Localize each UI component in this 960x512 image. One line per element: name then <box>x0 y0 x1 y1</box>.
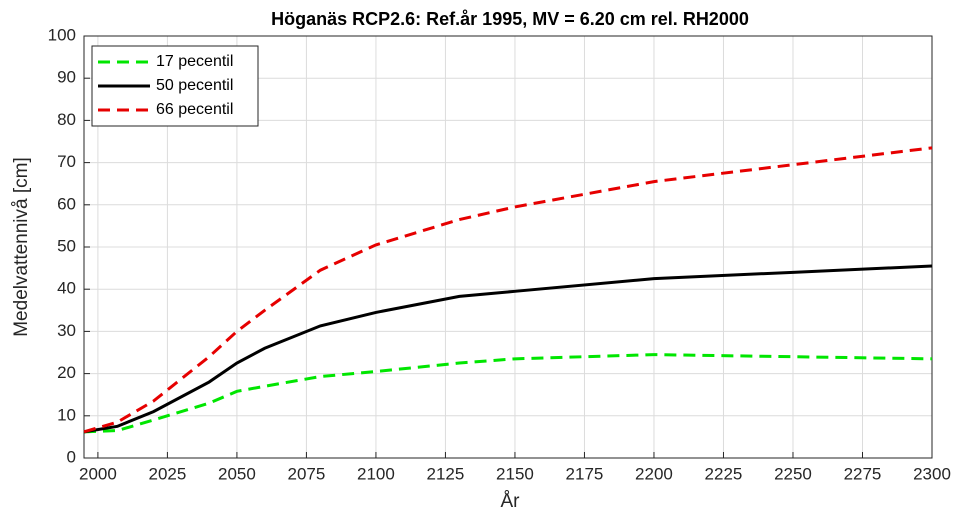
y-tick-label: 70 <box>57 152 76 171</box>
x-tick-label: 2050 <box>218 464 256 483</box>
x-tick-label: 2125 <box>427 464 465 483</box>
x-tick-label: 2100 <box>357 464 395 483</box>
y-tick-label: 60 <box>57 194 76 213</box>
chart-title: Höganäs RCP2.6: Ref.år 1995, MV = 6.20 c… <box>271 9 749 29</box>
x-tick-label: 2225 <box>705 464 743 483</box>
x-tick-label: 2300 <box>913 464 951 483</box>
y-tick-label: 0 <box>67 447 76 466</box>
y-tick-label: 40 <box>57 279 76 298</box>
y-axis-label: Medelvattennivå [cm] <box>11 157 32 337</box>
y-tick-label: 80 <box>57 110 76 129</box>
data-line <box>83 353 933 434</box>
plot-frame <box>83 35 933 459</box>
data-line <box>83 146 933 434</box>
y-tick-label: 10 <box>57 405 76 424</box>
x-tick-label: 2000 <box>79 464 117 483</box>
x-axis-label: År <box>501 491 521 512</box>
data-line <box>83 264 933 434</box>
x-tick-label: 2175 <box>566 464 604 483</box>
legend-label: 50 pecentil <box>156 77 233 94</box>
x-tick-label: 2275 <box>844 464 882 483</box>
y-tick-label: 90 <box>57 68 76 87</box>
legend-label: 66 pecentil <box>156 101 233 118</box>
x-tick-label: 2250 <box>774 464 812 483</box>
y-tick-label: 50 <box>57 236 76 255</box>
y-tick-label: 30 <box>57 321 76 340</box>
x-tick-label: 2075 <box>288 464 326 483</box>
x-tick-label: 2200 <box>635 464 673 483</box>
x-tick-label: 2150 <box>496 464 534 483</box>
legend-label: 17 pecentil <box>156 53 233 70</box>
y-tick-label: 20 <box>57 363 76 382</box>
x-tick-label: 2025 <box>148 464 186 483</box>
y-tick-label: 100 <box>48 25 76 44</box>
